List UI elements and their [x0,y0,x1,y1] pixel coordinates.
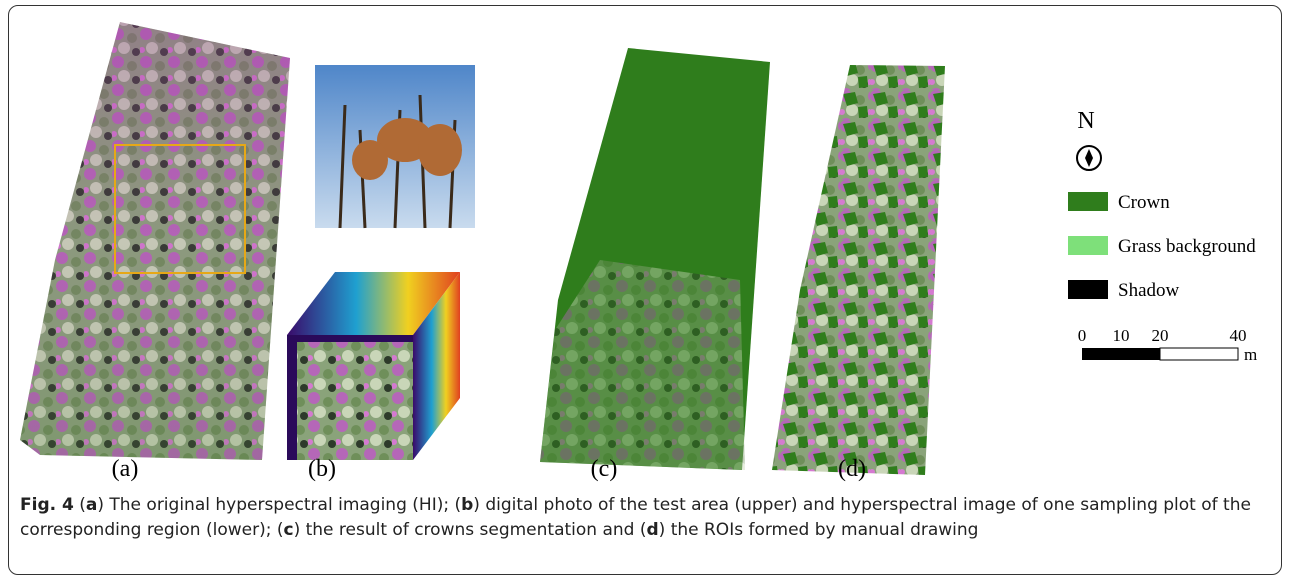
scale-bar: 0 10 20 40m [1078,326,1257,364]
panel-label: (b) [308,456,336,482]
panel-label: (d) [838,456,866,482]
panel-label: (c) [591,456,618,482]
scale-tick-label: 10 [1113,326,1130,345]
caption-text: ) the ROIs formed by manual drawing [659,520,979,540]
panel-label: (a) [112,456,139,482]
legend-label: Grass background [1118,236,1256,257]
figure-label: Fig. 4 [20,495,74,515]
scale-unit: m [1244,345,1257,364]
caption-text: ( [79,495,86,515]
legend-swatch [1068,192,1108,211]
scale-tick-label: 40 [1230,326,1247,345]
caption-letter: d [646,520,658,540]
caption-text: corresponding region (lower); ( [20,520,284,540]
caption-text: ) the result of crowns segmentation and … [294,520,647,540]
caption-text: ) digital photo of the test area (upper)… [473,495,1251,515]
legend-label: Crown [1118,192,1170,213]
caption-letter: a [86,495,97,515]
cube-front [287,335,413,460]
legend: Crown Grass background Shadow [1068,192,1256,301]
scale-tick-label: 0 [1078,326,1087,345]
caption: Fig. 4 (a) The original hyperspectral im… [20,493,1270,543]
caption-text: ) The original hyperspectral imaging (HI… [97,495,461,515]
legend-swatch [1068,236,1108,255]
panel-labels: (a) (b) (c) (d) [112,456,866,482]
scale-tick-label: 20 [1152,326,1169,345]
page: N Crown Grass background Shadow 0 10 20 40m (… [0,0,1292,588]
caption-letter: c [284,520,294,540]
compass-needle [1085,149,1093,167]
north-label: N [1077,108,1094,134]
roi-image [772,65,945,475]
legend-label: Shadow [1118,280,1180,301]
legend-swatch [1068,280,1108,299]
caption-letter: b [461,495,473,515]
image-shade [20,22,290,460]
